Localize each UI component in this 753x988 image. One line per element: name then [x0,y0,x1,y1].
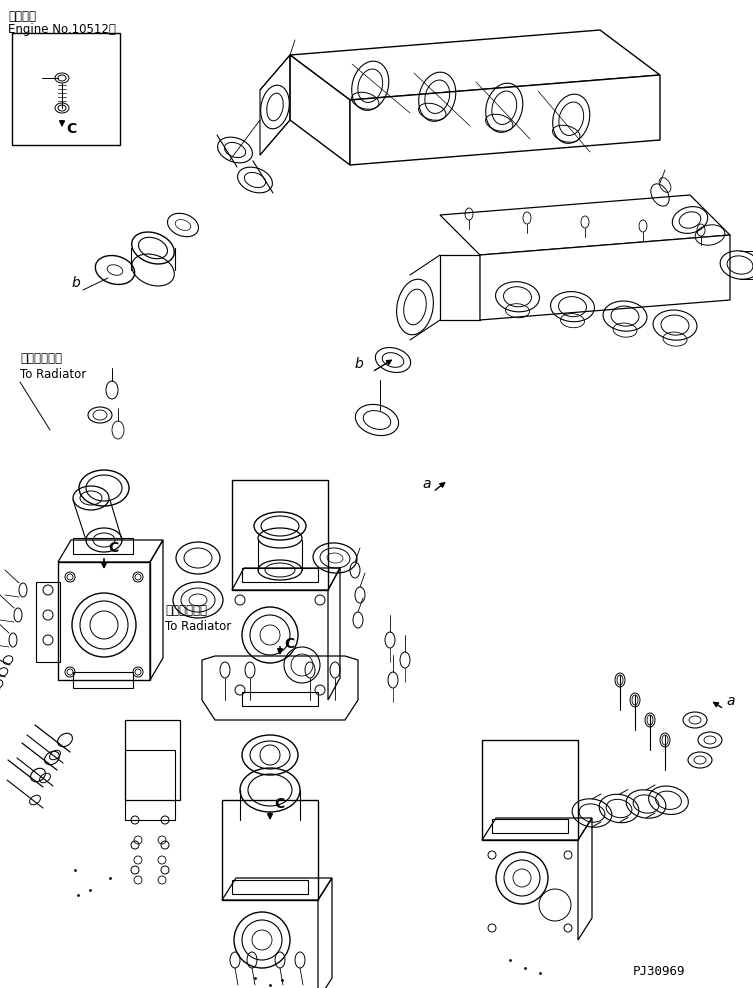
Text: C: C [66,122,76,136]
Bar [242,568,318,582]
Bar [232,480,328,590]
Polygon shape [480,235,730,320]
Text: a: a [422,477,431,491]
Polygon shape [350,75,660,165]
Bar [73,672,133,688]
Polygon shape [290,30,660,100]
Text: a: a [726,694,734,708]
Bar [222,800,318,900]
Text: PJ30969: PJ30969 [633,965,685,978]
Polygon shape [440,195,730,255]
Bar [492,819,568,833]
Bar [125,750,175,820]
Text: ラジエータへ: ラジエータへ [165,604,207,617]
Text: To Radiator: To Radiator [20,368,87,381]
Bar [12,33,120,145]
Bar [58,562,150,680]
Bar [73,538,133,554]
Bar [36,582,60,662]
Text: To Radiator: To Radiator [165,620,231,633]
Text: 適用号機: 適用号機 [8,10,36,23]
Text: b: b [355,357,364,371]
Bar [482,740,578,840]
Text: Engine No.10512～: Engine No.10512～ [8,23,116,36]
Polygon shape [290,55,350,165]
Bar [232,880,308,894]
Bar [242,692,318,706]
Text: C: C [108,541,118,555]
Bar [125,720,180,800]
Polygon shape [440,255,480,320]
Text: C: C [284,637,294,651]
Text: C: C [274,797,284,811]
Text: ラジエータへ: ラジエータへ [20,352,62,365]
Text: b: b [72,276,81,290]
